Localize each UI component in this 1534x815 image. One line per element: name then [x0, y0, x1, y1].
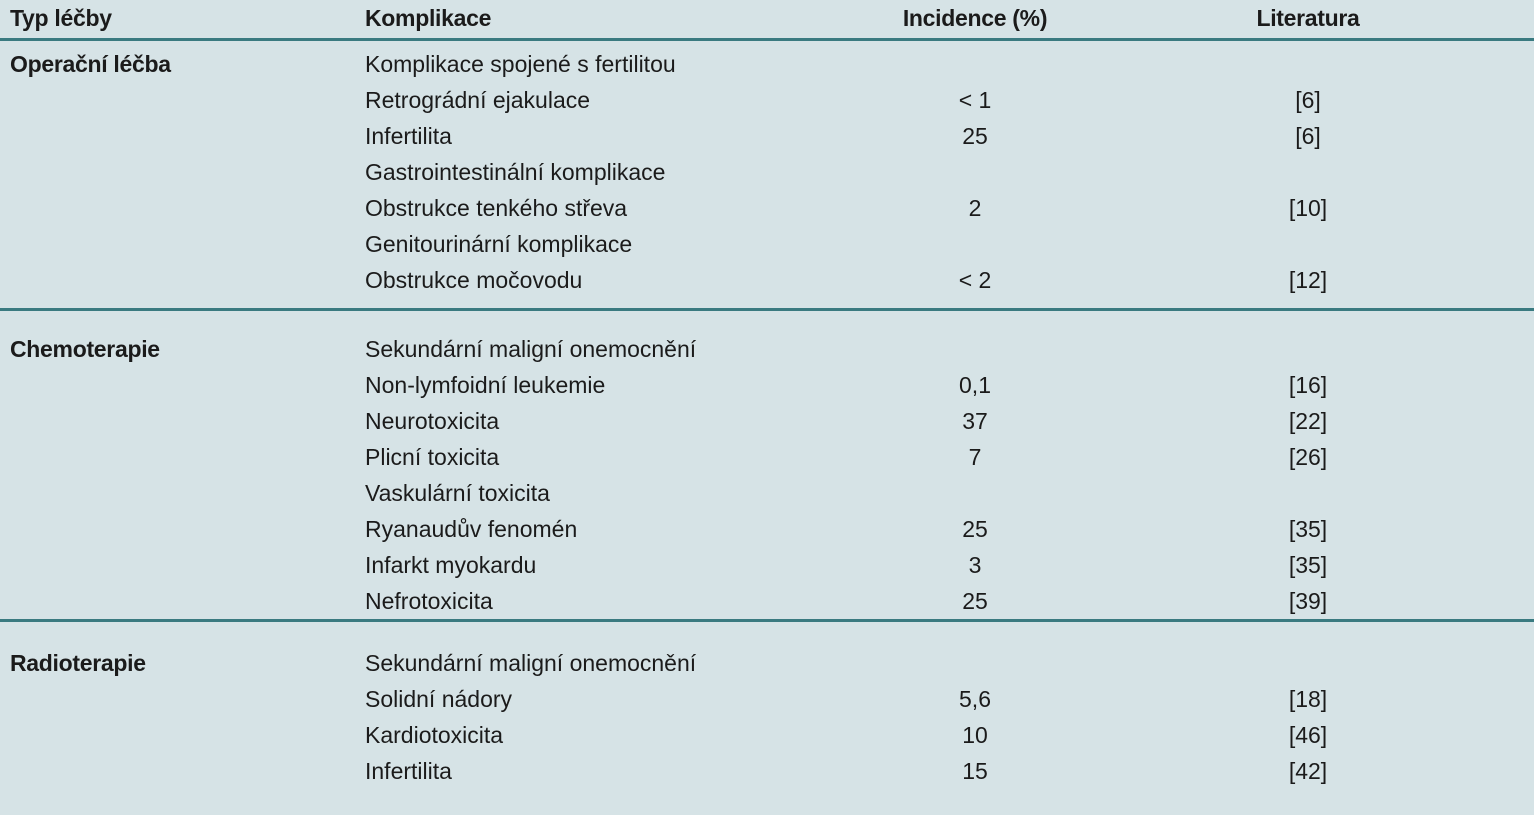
incidence-cell: 0,1 [959, 372, 991, 398]
complication-cell: Obstrukce tenkého střeva [365, 195, 628, 221]
literature-cell: [6] [1295, 87, 1321, 113]
complication-cell: Infertilita [365, 758, 452, 784]
incidence-cell: 25 [962, 516, 988, 542]
table-row: Obstrukce močovodu < 2 [12] [0, 262, 1534, 298]
section-radiotherapy: Radioterapie Sekundární maligní onemocněn… [0, 622, 1534, 815]
incidence-cell: 5,6 [959, 686, 991, 712]
complication-cell: Kardiotoxicita [365, 722, 504, 748]
table-row: Solidní nádory 5,6 [18] [0, 681, 1534, 717]
treatment-type: Chemoterapie [10, 336, 160, 362]
complication-cell: Vaskulární toxicita [365, 480, 550, 506]
table-row: Genitourinární komplikace [0, 226, 1534, 262]
incidence-cell: 37 [962, 408, 988, 434]
literature-cell: [16] [1288, 372, 1328, 398]
literature-cell: [46] [1288, 722, 1328, 748]
literature-cell: [12] [1288, 267, 1328, 293]
table-row: Operační léčba Komplikace spojené s ferti… [0, 46, 1534, 82]
literature-cell: [42] [1288, 758, 1328, 784]
complication-cell: Komplikace spojené s fertilitou [365, 51, 676, 77]
literature-cell: [35] [1288, 552, 1328, 578]
table-row: Chemoterapie Sekundární maligní onemocněn… [0, 331, 1534, 367]
treatment-type: Radioterapie [10, 650, 146, 676]
complication-cell: Retrográdní ejakulace [365, 87, 591, 113]
header-complication: Komplikace [365, 5, 492, 31]
complication-cell: Obstrukce močovodu [365, 267, 583, 293]
section-chemotherapy: Chemoterapie Sekundární maligní onemocněn… [0, 311, 1534, 619]
literature-cell: [39] [1288, 588, 1328, 614]
table-row: Obstrukce tenkého střeva 2 [10] [0, 190, 1534, 226]
complication-cell: Infertilita [365, 123, 452, 149]
table-row: Gastrointestinální komplikace [0, 154, 1534, 190]
table-row: Vaskulární toxicita [0, 475, 1534, 511]
table-row: Infarkt myokardu 3 [35] [0, 547, 1534, 583]
literature-cell: [22] [1288, 408, 1328, 434]
incidence-cell: < 1 [958, 87, 992, 113]
incidence-cell: 15 [962, 758, 988, 784]
header-divider [0, 38, 1534, 41]
header-type: Typ léčby [10, 5, 112, 31]
literature-cell: [18] [1288, 686, 1328, 712]
table-row: Infertilita 25 [6] [0, 118, 1534, 154]
section-surgery: Operační léčba Komplikace spojené s ferti… [0, 41, 1534, 308]
header-incidence: Incidence (%) [902, 5, 1048, 31]
table-row: Non-lymfoidní leukemie 0,1 [16] [0, 367, 1534, 403]
complication-cell: Gastrointestinální komplikace [365, 159, 666, 185]
table-header: Typ léčby Komplikace Incidence (%) Liter… [0, 0, 1534, 38]
complication-cell: Sekundární maligní onemocnění [365, 650, 697, 676]
complication-cell: Genitourinární komplikace [365, 231, 633, 257]
incidence-cell: 25 [962, 123, 988, 149]
complication-cell: Infarkt myokardu [365, 552, 537, 578]
incidence-cell: 10 [962, 722, 988, 748]
literature-cell: [6] [1295, 123, 1321, 149]
table-row: Infertilita 15 [42] [0, 753, 1534, 789]
incidence-cell: 7 [968, 444, 982, 470]
treatment-type: Operační léčba [10, 51, 171, 77]
complication-cell: Sekundární maligní onemocnění [365, 336, 697, 362]
complication-cell: Solidní nádory [365, 686, 513, 712]
complication-cell: Nefrotoxicita [365, 588, 493, 614]
table-row: Ryanaudův fenomén 25 [35] [0, 511, 1534, 547]
complication-cell: Plicní toxicita [365, 444, 500, 470]
table-row: Neurotoxicita 37 [22] [0, 403, 1534, 439]
table-row: Radioterapie Sekundární maligní onemocněn… [0, 645, 1534, 681]
table-row: Retrográdní ejakulace < 1 [6] [0, 82, 1534, 118]
incidence-cell: 25 [962, 588, 988, 614]
complication-cell: Neurotoxicita [365, 408, 500, 434]
table-row: Nefrotoxicita 25 [39] [0, 583, 1534, 619]
table-row: Plicní toxicita 7 [26] [0, 439, 1534, 475]
literature-cell: [10] [1288, 195, 1328, 221]
section-divider [0, 308, 1534, 311]
table-row: Kardiotoxicita 10 [46] [0, 717, 1534, 753]
complication-cell: Ryanaudův fenomén [365, 516, 578, 542]
literature-cell: [26] [1288, 444, 1328, 470]
incidence-cell: 2 [968, 195, 982, 221]
incidence-cell: < 2 [958, 267, 992, 293]
complication-cell: Non-lymfoidní leukemie [365, 372, 606, 398]
header-literature: Literatura [1256, 5, 1360, 31]
section-divider [0, 619, 1534, 622]
incidence-cell: 3 [968, 552, 982, 578]
literature-cell: [35] [1288, 516, 1328, 542]
